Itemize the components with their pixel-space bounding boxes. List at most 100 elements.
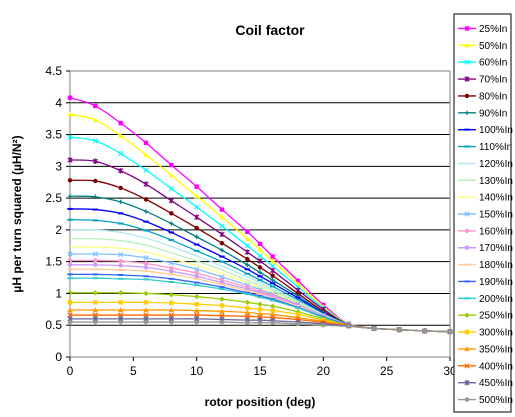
data-point-60%In-5 — [194, 204, 200, 210]
legend-label-400%In: 400%In — [479, 361, 513, 372]
data-point-90%In-5 — [194, 234, 199, 240]
legend-item-120%In: 120%In — [458, 159, 513, 170]
data-point-50%In-6 — [219, 214, 225, 220]
legend-label-200%In: 200%In — [479, 294, 513, 305]
legend-label-100%In: 100%In — [479, 125, 513, 136]
data-point-50%In-9 — [269, 258, 276, 264]
data-point-70%In-6 — [219, 231, 225, 238]
data-point-50%In-8 — [257, 246, 263, 252]
data-point-250%In-0 — [67, 290, 73, 296]
x-axis-label: rotor position (deg) — [205, 395, 316, 409]
data-point-80%In-6 — [219, 241, 225, 246]
data-point-250%In-4 — [168, 292, 175, 298]
data-point-350%In-7 — [244, 309, 251, 315]
x-tick-label-2: 10 — [190, 364, 204, 378]
data-point-350%In-3 — [143, 307, 149, 313]
data-point-350%In-8 — [257, 311, 263, 316]
data-point-250%In-2 — [117, 290, 124, 296]
data-point-80%In-3 — [143, 197, 149, 202]
data-point-150%In-0 — [67, 251, 73, 257]
data-point-300%In-6 — [219, 303, 225, 308]
y-tick-label-4: 2 — [55, 223, 62, 237]
data-point-80%In-1 — [93, 178, 98, 184]
legend-marker-250%In — [464, 312, 470, 318]
legend-label-25%In: 25%In — [479, 24, 507, 35]
legend-marker-170%In — [464, 245, 470, 250]
legend-label-170%In: 170%In — [479, 243, 513, 254]
legend-item-150%In: 150%In — [458, 210, 513, 221]
legend-item-25%In: 25%In — [458, 24, 507, 35]
data-point-170%In-4 — [169, 269, 174, 274]
data-point-25%In-2 — [118, 120, 123, 126]
data-point-300%In-9 — [270, 308, 275, 313]
data-point-150%In-2 — [118, 252, 124, 258]
data-point-300%In-7 — [245, 305, 250, 311]
data-point-160%In-3 — [143, 261, 149, 266]
legend-label-250%In: 250%In — [479, 311, 513, 322]
legend-marker-80%In — [464, 93, 470, 99]
data-point-70%In-3 — [143, 181, 149, 187]
data-point-350%In-4 — [168, 307, 175, 313]
data-point-150%In-5 — [194, 266, 200, 272]
data-point-300%In-0 — [67, 300, 73, 305]
data-point-160%In-1 — [93, 258, 98, 263]
legend-label-70%In: 70%In — [479, 75, 507, 86]
legend-label-190%In: 190%In — [479, 277, 513, 288]
legend-item-250%In: 250%In — [458, 311, 513, 322]
data-point-300%In-5 — [194, 302, 199, 307]
y-tick-label-3: 1.5 — [45, 255, 62, 269]
data-point-500%In-15 — [422, 328, 427, 334]
data-point-25%In-5 — [194, 184, 199, 189]
data-point-250%In-1 — [92, 290, 99, 296]
data-point-500%In-6 — [219, 319, 225, 325]
data-point-170%In-2 — [118, 263, 123, 268]
legend-item-140%In: 140%In — [458, 193, 513, 204]
legend-item-450%In: 450%In — [458, 378, 513, 389]
data-point-80%In-2 — [118, 185, 123, 191]
data-point-25%In-6 — [219, 207, 225, 212]
data-point-170%In-3 — [143, 265, 149, 270]
legend-item-70%In: 70%In — [458, 75, 507, 86]
legend-marker-350%In — [464, 346, 470, 352]
x-tick-label-4: 20 — [317, 364, 331, 378]
data-point-60%In-9 — [270, 263, 276, 269]
data-point-90%In-3 — [143, 209, 149, 214]
legend-label-150%In: 150%In — [479, 210, 513, 221]
data-point-300%In-3 — [143, 300, 149, 305]
legend-box — [453, 13, 512, 413]
series-500%In — [67, 319, 453, 334]
y-axis-label: µH per turn squared (µH/N²) — [10, 135, 24, 292]
legend-marker-70%In — [464, 76, 470, 82]
legend-item-160%In: 160%In — [458, 226, 513, 237]
data-point-150%In-1 — [92, 251, 98, 257]
legend-item-200%In: 200%In — [458, 294, 513, 305]
data-point-300%In-10 — [295, 312, 301, 317]
legend-marker-500%In — [464, 397, 470, 402]
data-point-500%In-0 — [67, 319, 73, 325]
data-point-500%In-7 — [245, 320, 250, 325]
data-point-500%In-3 — [143, 319, 149, 325]
data-point-80%In-8 — [257, 265, 263, 270]
legend-label-130%In: 130%In — [479, 176, 513, 187]
legend-marker-150%In — [464, 211, 470, 217]
legend-label-80%In: 80%In — [479, 91, 507, 102]
data-point-150%In-6 — [219, 274, 225, 280]
legend-item-130%In: 130%In — [458, 176, 513, 187]
data-point-160%In-5 — [194, 270, 199, 276]
data-point-350%In-5 — [193, 307, 200, 313]
legend-item-190%In: 190%In — [458, 277, 513, 288]
data-point-500%In-2 — [118, 319, 123, 325]
legend-item-170%In: 170%In — [458, 243, 513, 254]
data-point-80%In-5 — [194, 225, 199, 231]
data-point-150%In-4 — [168, 260, 174, 266]
data-point-80%In-7 — [245, 256, 250, 262]
data-point-50%In-0 — [67, 111, 73, 117]
x-tick-label-5: 25 — [380, 364, 394, 378]
data-point-400%In-5 — [194, 312, 200, 318]
legend-item-90%In: 90%In — [458, 108, 507, 119]
legend-item-400%In: 400%In — [458, 361, 513, 372]
chart-title: Coil factor — [235, 22, 305, 38]
data-point-400%In-0 — [67, 312, 73, 318]
data-point-60%In-3 — [143, 167, 149, 173]
legend-label-140%In: 140%In — [479, 193, 513, 204]
